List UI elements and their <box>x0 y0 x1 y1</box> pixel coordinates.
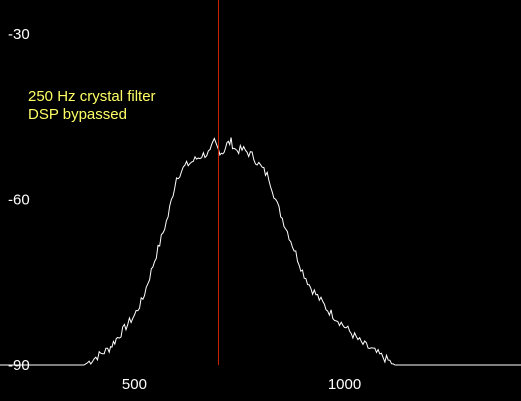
x-tick-label: 1000 <box>328 376 361 393</box>
trace-layer <box>0 137 521 366</box>
y-tick-label: -90 <box>8 357 30 374</box>
y-tick-label: -30 <box>8 26 30 43</box>
spectrum-trace-line <box>0 137 521 366</box>
annotation-dsp: DSP bypassed <box>28 106 127 123</box>
y-axis-tick-labels: -30 -60 -90 <box>8 26 30 374</box>
annotation-filter: 250 Hz crystal filter <box>28 88 156 105</box>
x-axis-tick-labels: 500 1000 <box>122 376 361 393</box>
y-tick-label: -60 <box>8 192 30 209</box>
x-tick-label: 500 <box>122 376 147 393</box>
